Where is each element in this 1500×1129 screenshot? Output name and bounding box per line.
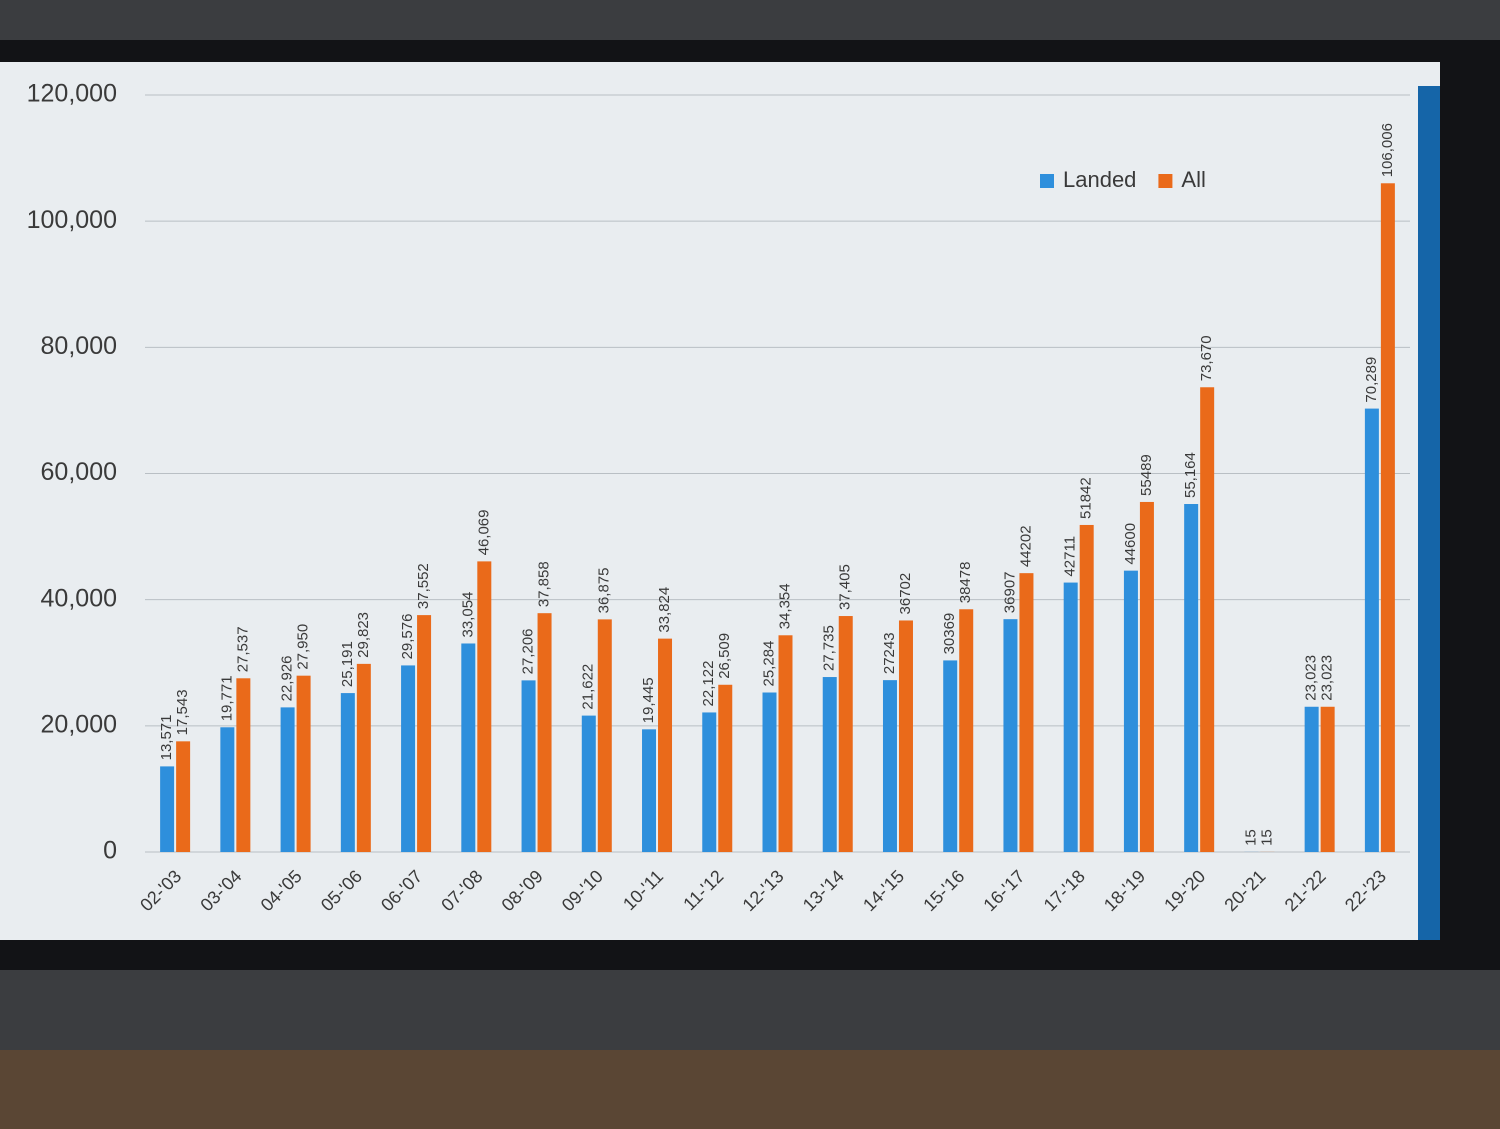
bar [822,677,837,852]
bar [537,613,552,852]
bar [296,675,311,852]
value-label: 55489 [1138,454,1155,496]
bar [236,678,251,852]
bar [176,741,191,852]
value-label: 23,023 [1319,655,1336,701]
value-label: 25,284 [760,641,777,687]
value-label: 27,537 [234,626,251,672]
y-tick-label: 40,000 [41,584,117,612]
value-label: 42711 [1062,536,1079,577]
bar [1123,570,1138,852]
bar [959,609,974,852]
y-tick-label: 20,000 [41,710,117,738]
bar [943,660,958,852]
value-label: 29,823 [355,612,372,658]
bar [1380,183,1395,853]
y-tick-label: 0 [103,837,117,865]
y-tick-label: 100,000 [27,206,117,234]
value-label: 44600 [1122,523,1139,565]
value-label: 19,445 [640,677,657,723]
bar [1019,573,1034,852]
bar [1063,582,1078,852]
value-label: 22,122 [700,661,717,707]
bar [477,561,492,852]
value-label: 51842 [1078,477,1095,519]
value-label: 30369 [941,613,958,655]
bar [597,619,612,852]
value-label: 21,622 [580,664,597,710]
value-label: 17,543 [174,689,191,735]
legend-swatch [1040,174,1054,188]
bar [521,680,536,852]
bar [401,665,416,852]
value-label: 25,191 [339,641,356,687]
bar [1200,387,1215,852]
value-label: 37,552 [415,563,432,609]
value-label: 37,858 [536,561,553,607]
y-tick-label: 80,000 [41,332,117,360]
bar [160,766,175,852]
bar [882,680,897,852]
bar [658,638,673,852]
desk [0,1050,1500,1129]
value-label: 46,069 [475,509,492,555]
value-label: 27,735 [821,625,838,671]
value-label: 37,405 [837,564,854,610]
value-label: 33,824 [656,587,673,633]
bar [838,616,853,852]
bar [702,712,717,852]
value-label: 27,206 [520,628,537,674]
value-label: 73,670 [1198,335,1215,381]
value-label: 15 [1242,829,1259,846]
value-label: 38478 [957,562,974,604]
y-tick-label: 60,000 [41,458,117,486]
bar [1139,501,1154,852]
bar [898,620,913,852]
value-label: 55,164 [1182,452,1199,498]
value-label: 29,576 [399,614,416,660]
value-label: 19,771 [218,675,235,721]
bar [356,663,371,852]
value-label: 22,926 [279,655,296,701]
legend-label: All [1181,167,1205,192]
bar [718,684,733,852]
bar [461,643,476,852]
bar [1364,408,1379,852]
legend-label: Landed [1063,167,1136,192]
value-label: 36907 [1001,571,1018,613]
value-label: 27243 [881,632,898,674]
value-label: 36702 [897,573,914,615]
value-label: 23,023 [1303,655,1320,701]
value-label: 70,289 [1363,357,1380,403]
bar [340,693,355,852]
bar [1320,706,1335,852]
value-label: 13,571 [158,714,175,760]
legend-swatch [1158,174,1173,188]
bar [1184,504,1199,852]
y-tick-label: 120,000 [27,80,117,108]
value-label: 106,006 [1379,123,1396,177]
bar [220,727,235,852]
bar [1079,524,1094,852]
value-label: 33,054 [459,592,476,638]
value-label: 34,354 [776,583,793,629]
bar [417,615,432,852]
value-label: 15 [1258,829,1275,846]
bar [762,692,777,852]
bar [778,635,793,852]
value-label: 26,509 [716,633,733,679]
bar [581,715,596,852]
bar [1003,619,1018,852]
value-label: 44202 [1017,525,1034,567]
value-label: 36,875 [596,567,613,613]
bar [280,707,295,852]
bar [1304,706,1319,852]
value-label: 27,950 [295,624,312,670]
screen-strip [1418,86,1440,940]
bar [642,729,657,852]
